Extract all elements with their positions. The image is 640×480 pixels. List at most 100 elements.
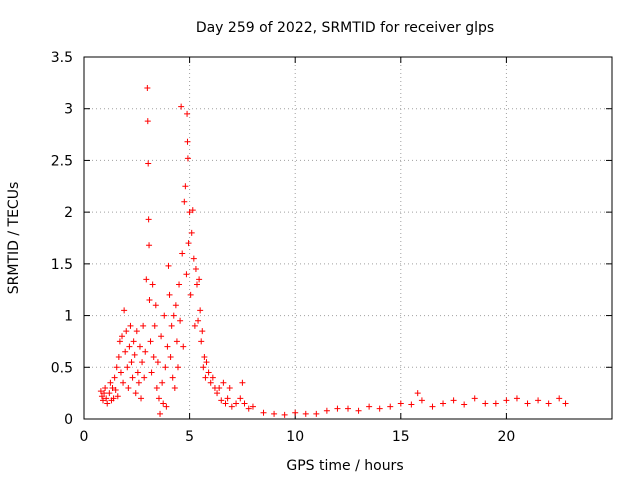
grid-lines — [84, 57, 612, 419]
chart-title: Day 259 of 2022, SRMTID for receiver glp… — [196, 20, 494, 36]
data-point — [414, 390, 421, 397]
data-point — [144, 118, 151, 125]
data-point — [109, 384, 116, 391]
data-point — [524, 400, 531, 407]
data-point — [126, 343, 133, 350]
y-tick-label: 3 — [64, 102, 73, 118]
data-point — [143, 276, 150, 283]
data-point — [260, 409, 267, 416]
data-point — [187, 291, 194, 298]
data-point — [513, 395, 520, 402]
y-tick-label: 1.5 — [51, 257, 73, 273]
data-point — [145, 216, 152, 223]
data-point — [408, 401, 415, 408]
data-point — [103, 395, 110, 402]
data-point — [128, 359, 135, 366]
data-point — [170, 312, 177, 319]
data-point — [200, 364, 207, 371]
data-point — [216, 384, 223, 391]
data-point — [203, 359, 210, 366]
data-point — [302, 410, 309, 417]
data-point — [545, 400, 552, 407]
data-point — [136, 343, 143, 350]
data-point — [214, 390, 221, 397]
data-point — [199, 328, 206, 335]
data-point — [165, 262, 172, 269]
x-tick-label: 10 — [286, 429, 304, 445]
data-point — [192, 266, 199, 273]
data-point — [113, 364, 120, 371]
data-point — [112, 387, 119, 394]
data-point — [185, 240, 192, 247]
data-point — [209, 374, 216, 381]
data-point — [102, 384, 109, 391]
data-point — [222, 400, 229, 407]
data-point — [155, 395, 162, 402]
data-point — [120, 379, 127, 386]
data-point — [144, 85, 151, 92]
data-point — [174, 364, 181, 371]
y-tick-label: 2.5 — [51, 153, 73, 169]
data-point — [142, 348, 149, 355]
data-point — [154, 359, 161, 366]
data-point — [171, 384, 178, 391]
data-point — [271, 410, 278, 417]
data-point — [184, 155, 191, 162]
data-point — [167, 353, 174, 360]
data-point — [125, 384, 132, 391]
data-point — [193, 281, 200, 288]
data-point — [107, 379, 114, 386]
data-point — [146, 242, 153, 249]
data-point — [110, 395, 117, 402]
y-tick-label: 1 — [64, 309, 73, 325]
data-point — [202, 374, 209, 381]
data-point — [133, 328, 140, 335]
data-point — [169, 374, 176, 381]
data-point — [148, 369, 155, 376]
data-point — [179, 250, 186, 257]
data-point — [190, 255, 197, 262]
data-point — [226, 384, 233, 391]
data-point — [147, 338, 154, 345]
data-point — [184, 138, 191, 145]
data-point — [323, 407, 330, 414]
data-point — [131, 351, 138, 358]
data-point — [100, 397, 107, 404]
data-point — [207, 379, 214, 386]
plot-frame — [83, 56, 613, 420]
y-axis-label: SRMTID / TECUs — [6, 182, 22, 295]
data-point — [245, 405, 252, 412]
data-point — [197, 307, 204, 314]
data-point — [161, 312, 168, 319]
data-point — [168, 322, 175, 329]
data-point — [173, 338, 180, 345]
data-point — [116, 338, 123, 345]
data-point — [387, 403, 394, 410]
data-point — [334, 405, 341, 412]
data-point — [129, 374, 136, 381]
data-point — [205, 369, 212, 376]
data-point — [397, 400, 404, 407]
data-point — [195, 317, 202, 324]
data-point — [159, 379, 166, 386]
data-point — [114, 393, 121, 400]
data-point — [150, 353, 157, 360]
data-point — [178, 103, 185, 110]
data-point — [162, 364, 169, 371]
y-tick-label: 0.5 — [51, 360, 73, 376]
data-point — [145, 160, 152, 167]
data-point — [123, 328, 130, 335]
data-point — [450, 397, 457, 404]
data-point — [429, 403, 436, 410]
data-point — [163, 403, 170, 410]
data-point — [181, 198, 188, 205]
data-point — [135, 379, 142, 386]
data-point — [198, 338, 205, 345]
data-point — [186, 209, 193, 216]
data-point — [172, 302, 179, 309]
data-point — [122, 348, 129, 355]
data-point — [157, 410, 164, 417]
data-point — [535, 397, 542, 404]
data-point — [158, 333, 165, 340]
y-tick-label: 0 — [64, 412, 73, 428]
